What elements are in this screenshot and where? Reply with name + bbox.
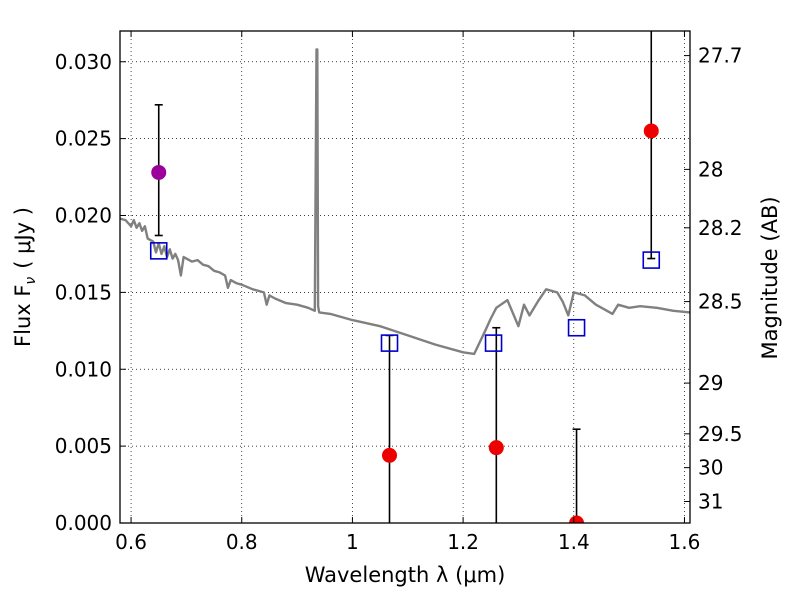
model-spectrum: [119, 48, 691, 356]
y-axis-left-label-main: Flux F: [11, 285, 35, 347]
y-tick-label: 0.010: [55, 357, 112, 381]
spectrum-line: [119, 48, 691, 356]
measured-point: [151, 164, 167, 180]
plot-frame: [119, 30, 691, 524]
measured-point: [382, 447, 398, 463]
x-axis-ticks: 0.6 0.8 1 1.2 1.4 1.6: [115, 31, 700, 554]
right-tick-label: 29: [698, 371, 723, 395]
model-band-point: [380, 334, 399, 352]
y-axis-right-ticks: 27.7 28 28.2 28.5 29 29.5 30 31: [684, 44, 743, 513]
y-tick-label: 0.015: [55, 280, 112, 304]
measured-point: [643, 123, 659, 139]
model-band-point: [567, 318, 586, 337]
measured-points: [151, 123, 659, 523]
y-tick-label: 0.030: [55, 50, 112, 74]
right-tick-label: 31: [698, 489, 723, 513]
x-tick-label: 0.8: [226, 530, 258, 554]
right-tick-label: 28: [698, 157, 723, 181]
model-band-points: [149, 242, 661, 352]
measured-point: [569, 515, 585, 523]
right-tick-label: 27.7: [698, 44, 743, 68]
grid-lines: [120, 31, 690, 524]
model-band-point: [484, 334, 503, 352]
right-tick-label: 29.5: [698, 422, 743, 446]
y-tick-label: 0.000: [55, 511, 112, 535]
model-band-point: [149, 242, 168, 260]
y-tick-label: 0.025: [55, 127, 112, 151]
y-axis-left-ticks: 0.000 0.005 0.010 0.015 0.020 0.025 0.030: [55, 50, 126, 535]
model-band-point: [642, 251, 661, 269]
right-tick-label: 28.5: [698, 290, 743, 314]
y-axis-right-label: Magnitude (AB): [758, 196, 782, 359]
y-axis-left-label-unit: ( μJy ): [11, 207, 35, 269]
right-tick-label: 28.2: [698, 216, 743, 240]
y-tick-label: 0.005: [55, 434, 112, 458]
x-axis-label: Wavelength λ (μm): [305, 563, 506, 587]
error-bars: [154, 31, 656, 523]
x-tick-label: 1: [346, 530, 359, 554]
y-axis-left-label: Flux Fν ( μJy ): [11, 207, 39, 347]
y-tick-label: 0.020: [55, 204, 112, 228]
measured-point: [488, 440, 504, 456]
x-tick-label: 1.4: [558, 530, 590, 554]
x-tick-label: 1.2: [447, 530, 479, 554]
x-tick-label: 0.6: [115, 530, 147, 554]
right-tick-label: 30: [698, 456, 723, 480]
y-axis-left-label-subscript: ν: [23, 277, 39, 285]
x-tick-label: 1.6: [669, 530, 701, 554]
